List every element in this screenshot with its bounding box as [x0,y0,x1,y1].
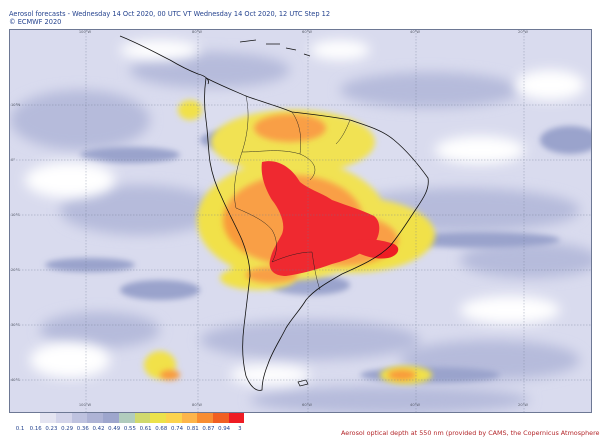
legend-tick-label: 0.74 [170,426,184,432]
latitude-label: 40°S [11,378,20,382]
longitude-label: 60°W [302,30,312,34]
legend-tick-label: 0.42 [92,426,105,432]
legend-tick-label: 0.55 [123,426,136,432]
legend-swatch [40,413,57,423]
legend-tick-label: 0.36 [76,426,89,432]
aerosol-map [9,29,592,413]
legend-tick-label: 0.87 [202,426,215,432]
legend-swatch [118,413,135,423]
legend-swatch [56,413,72,423]
longitude-label: 20°W [518,403,528,407]
longitude-label: 20°W [518,30,528,34]
legend-tick-label: 0.23 [45,426,58,432]
legend-swatch [87,413,104,423]
longitude-label: 60°W [302,403,312,407]
legend-swatch [71,413,88,423]
color-legend-bar [9,413,245,423]
latitude-label: 20°S [11,268,20,272]
legend-caption: Aerosol optical depth at 550 nm (provide… [341,429,600,437]
legend-swatch [228,413,245,423]
legend-tick-label: 0.61 [139,426,152,432]
legend-tick-label: 0.1 [15,426,25,432]
legend-tick-label: 3 [238,426,242,432]
legend-tick-label: 0.16 [29,426,42,432]
legend-tick-label: 0.49 [108,426,121,432]
legend-swatch [134,413,151,423]
legend-swatch [150,413,166,423]
country-borders [234,95,351,291]
south-america-landmass [204,77,429,391]
legend-tick-label: 0.81 [186,426,199,432]
central-america-coastline [119,35,209,85]
legend-swatch [197,413,213,423]
latitude-label: 0° [11,158,16,162]
latitude-label: 30°S [11,323,20,327]
legend-tick-label: 0.94 [218,426,231,432]
latitude-label: 10°N [11,103,21,107]
legend-tick-label: 0.68 [155,426,168,432]
longitude-label: 100°W [78,403,92,407]
legend-swatch [103,413,119,423]
legend-swatch [212,413,229,423]
legend-tick-label: 0.29 [61,426,74,432]
legend-swatch [181,413,198,423]
legend-swatch [24,413,41,423]
longitude-label: 80°W [192,403,202,407]
copyright-label: © ECMWF 2020 [9,18,62,26]
chart-title: Aerosol forecasts - Wednesday 14 Oct 202… [9,10,331,18]
longitude-label: 40°W [410,30,420,34]
caribbean-islands [239,39,311,57]
longitude-label: 80°W [192,30,202,34]
legend-swatch [9,413,25,423]
latitude-label: 10°S [11,213,20,217]
graticule [10,30,591,412]
smoke-plume-core [261,161,399,276]
longitude-label: 40°W [410,403,420,407]
longitude-label: 100°W [78,30,92,34]
legend-swatch [165,413,182,423]
